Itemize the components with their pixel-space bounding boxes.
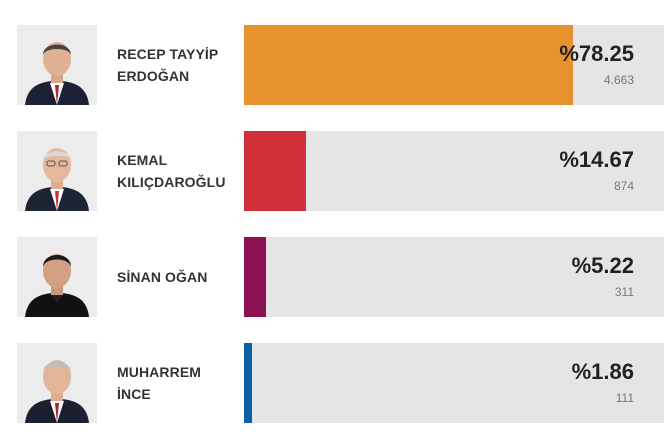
- candidate-name: MUHARREM İNCE: [117, 343, 237, 423]
- candidate-photo-icon: [17, 25, 97, 105]
- candidate-name: RECEP TAYYİP ERDOĞAN: [117, 25, 237, 105]
- vote-percent: %5.22: [571, 253, 634, 278]
- candidate-name-line-1: KEMAL: [117, 152, 168, 168]
- candidate-name: SİNAN OĞAN: [117, 237, 237, 317]
- candidate-name-line-1: SİNAN OĞAN: [117, 269, 208, 285]
- candidate-name: KEMAL KILIÇDAROĞLU: [117, 131, 237, 211]
- vote-bar-track: %78.25 4.663: [244, 25, 664, 105]
- vote-count: 311: [614, 285, 634, 299]
- vote-bar-track: %14.67 874: [244, 131, 664, 211]
- vote-bar-track: %1.86 111: [244, 343, 664, 423]
- vote-count: 111: [615, 391, 634, 405]
- candidate-name-line-2: KILIÇDAROĞLU: [117, 174, 226, 190]
- candidate-row: RECEP TAYYİP ERDOĞAN %78.25 4.663: [0, 25, 666, 107]
- vote-bar-fill: [244, 343, 252, 423]
- vote-count: 874: [613, 179, 634, 193]
- candidate-name-line-1: RECEP TAYYİP: [117, 46, 219, 62]
- vote-bar-fill: [244, 131, 306, 211]
- candidate-name-line-1: MUHARREM: [117, 364, 202, 380]
- vote-bar-fill: [244, 237, 266, 317]
- vote-bar-fill: [244, 25, 573, 105]
- candidate-photo-icon: [17, 237, 97, 317]
- vote-count: 4.663: [603, 73, 634, 87]
- candidate-row: KEMAL KILIÇDAROĞLU %14.67 874: [0, 131, 666, 213]
- candidate-name-line-2: İNCE: [117, 386, 151, 402]
- candidate-photo-icon: [17, 343, 97, 423]
- candidate-name-line-2: ERDOĞAN: [117, 68, 190, 84]
- candidate-photo-icon: [17, 131, 97, 211]
- vote-percent: %1.86: [571, 359, 634, 384]
- candidate-row: SİNAN OĞAN %5.22 311: [0, 237, 666, 319]
- vote-percent: %78.25: [559, 41, 634, 66]
- vote-bar-track: %5.22 311: [244, 237, 664, 317]
- candidate-row: MUHARREM İNCE %1.86 111: [0, 343, 666, 425]
- vote-percent: %14.67: [559, 147, 634, 172]
